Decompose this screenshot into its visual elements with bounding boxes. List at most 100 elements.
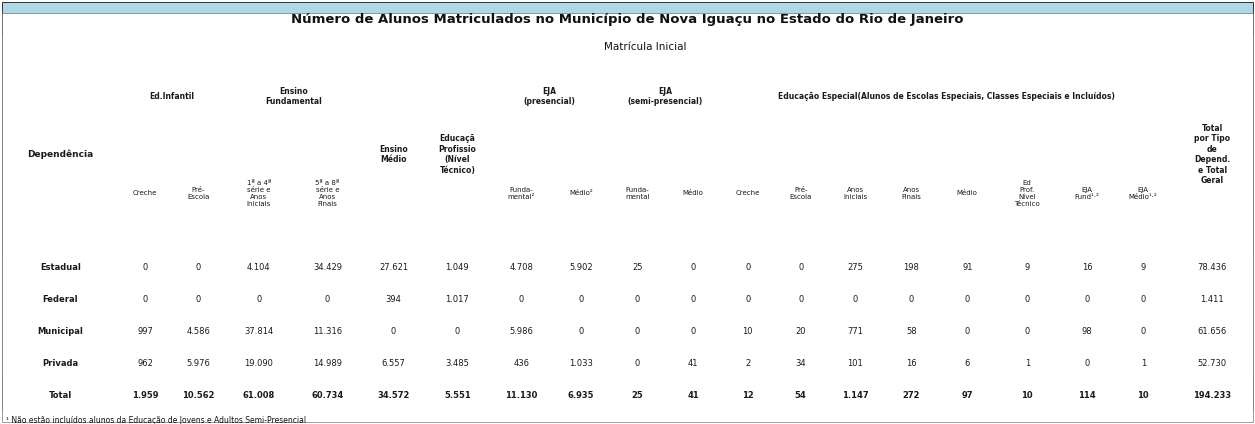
Bar: [553, 135, 609, 251]
Bar: [609, 251, 665, 283]
Text: Educaçã
Profissio
(Nível
Técnico): Educaçã Profissio (Nível Técnico): [438, 134, 477, 175]
Bar: [489, 251, 553, 283]
Bar: [361, 283, 425, 315]
Bar: [995, 347, 1059, 379]
Text: 0: 0: [196, 262, 201, 271]
Text: Ensino
Médio: Ensino Médio: [379, 145, 408, 164]
Bar: [3, 36, 1252, 58]
Text: 0: 0: [579, 295, 584, 304]
Text: 0: 0: [256, 295, 261, 304]
Text: 37.814: 37.814: [245, 326, 274, 335]
Bar: [1059, 135, 1116, 251]
Bar: [489, 58, 609, 135]
Text: Anos
Iniciais: Anos Iniciais: [843, 187, 867, 200]
Text: 19.090: 19.090: [245, 359, 274, 368]
Bar: [425, 379, 489, 411]
Bar: [172, 135, 225, 251]
Text: 194.233: 194.233: [1194, 391, 1231, 399]
Text: Matrícula Inicial: Matrícula Inicial: [604, 42, 686, 52]
Text: 97: 97: [961, 391, 973, 399]
Text: 1.049: 1.049: [446, 262, 469, 271]
Bar: [489, 379, 553, 411]
Text: Creche: Creche: [133, 190, 157, 196]
Text: 1.033: 1.033: [570, 359, 594, 368]
Text: Médio²: Médio²: [570, 190, 594, 196]
Bar: [172, 251, 225, 283]
Text: 1.017: 1.017: [446, 295, 469, 304]
Text: 25: 25: [633, 262, 643, 271]
Bar: [553, 379, 609, 411]
Text: 5.902: 5.902: [570, 262, 594, 271]
Bar: [995, 315, 1059, 347]
Bar: [225, 283, 294, 315]
Bar: [827, 315, 884, 347]
Text: Federal: Federal: [43, 295, 78, 304]
Bar: [884, 135, 939, 251]
Text: EJA
(presencial): EJA (presencial): [523, 87, 575, 106]
Bar: [1171, 58, 1252, 251]
Bar: [1059, 283, 1116, 315]
Text: Total: Total: [49, 391, 72, 399]
Bar: [294, 251, 361, 283]
Bar: [774, 283, 827, 315]
Bar: [1059, 379, 1116, 411]
Bar: [995, 283, 1059, 315]
Bar: [294, 347, 361, 379]
Bar: [294, 135, 361, 251]
Text: Privada: Privada: [43, 359, 79, 368]
Bar: [1116, 315, 1171, 347]
Text: 9: 9: [1141, 262, 1146, 271]
Text: 58: 58: [906, 326, 916, 335]
Text: 10.562: 10.562: [182, 391, 215, 399]
Bar: [884, 315, 939, 347]
Text: 0: 0: [325, 295, 330, 304]
Bar: [553, 315, 609, 347]
Bar: [609, 347, 665, 379]
Bar: [172, 379, 225, 411]
Bar: [119, 135, 172, 251]
Text: 52.730: 52.730: [1197, 359, 1226, 368]
Text: 91: 91: [963, 262, 973, 271]
Text: 9: 9: [1024, 262, 1030, 271]
Bar: [425, 58, 489, 251]
Bar: [1171, 251, 1252, 283]
Text: 2: 2: [745, 359, 750, 368]
Bar: [553, 251, 609, 283]
Text: 4.586: 4.586: [186, 326, 210, 335]
Bar: [665, 379, 722, 411]
Text: 61.008: 61.008: [242, 391, 275, 399]
Bar: [225, 135, 294, 251]
Bar: [425, 347, 489, 379]
Text: 0: 0: [635, 359, 640, 368]
Text: 0: 0: [745, 295, 750, 304]
Bar: [609, 379, 665, 411]
Bar: [225, 347, 294, 379]
Text: Pré-
Escola: Pré- Escola: [789, 187, 812, 200]
Bar: [609, 283, 665, 315]
Text: Médio: Médio: [956, 190, 978, 196]
Bar: [884, 347, 939, 379]
Text: 0: 0: [1084, 359, 1089, 368]
Text: 1.411: 1.411: [1200, 295, 1224, 304]
Text: 1: 1: [1024, 359, 1030, 368]
Text: 5.976: 5.976: [186, 359, 210, 368]
Bar: [425, 315, 489, 347]
Bar: [995, 379, 1059, 411]
Bar: [827, 283, 884, 315]
Text: 10: 10: [743, 326, 753, 335]
Text: 5.986: 5.986: [510, 326, 533, 335]
Bar: [119, 251, 172, 283]
Text: 1: 1: [1141, 359, 1146, 368]
Bar: [1059, 251, 1116, 283]
Bar: [722, 251, 774, 283]
Bar: [119, 58, 225, 135]
Text: 272: 272: [902, 391, 920, 399]
Text: 41: 41: [688, 359, 699, 368]
Bar: [1116, 283, 1171, 315]
Bar: [489, 347, 553, 379]
Text: 0: 0: [852, 295, 858, 304]
Bar: [722, 315, 774, 347]
Bar: [1059, 347, 1116, 379]
Bar: [1059, 315, 1116, 347]
Text: 0: 0: [965, 326, 970, 335]
